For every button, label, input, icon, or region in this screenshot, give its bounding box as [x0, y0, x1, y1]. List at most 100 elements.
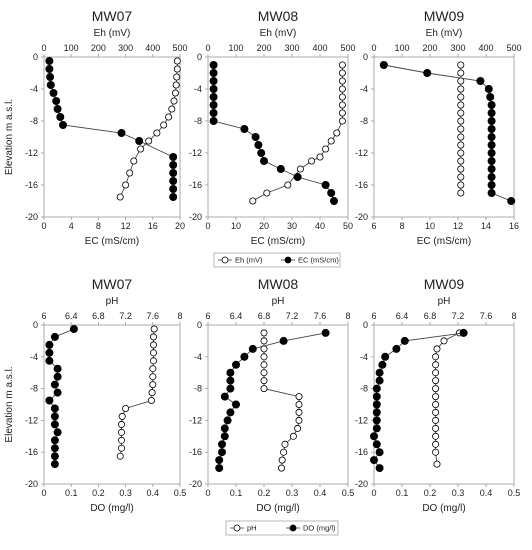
- legend-marker-filled: [289, 524, 297, 532]
- top-axis-tick-label: 6.8: [258, 311, 271, 321]
- top-axis-tick-label: 200: [256, 43, 271, 53]
- plot-frame: [207, 324, 349, 485]
- top-axis-tick-label: 400: [145, 43, 160, 53]
- data-point-open: [457, 181, 465, 189]
- data-point-open: [165, 113, 173, 121]
- data-point-filled: [507, 196, 516, 205]
- data-point-filled: [45, 348, 54, 357]
- y-axis-tick-label: -16: [189, 447, 202, 457]
- data-point-filled: [169, 192, 178, 201]
- y-axis-tick-label: -16: [25, 447, 38, 457]
- top-axis-tick-label: 100: [228, 43, 243, 53]
- top-axis-tick-label: 0: [205, 43, 210, 53]
- data-point-filled: [53, 428, 62, 437]
- data-point-open: [260, 385, 268, 393]
- data-point-filled: [231, 360, 240, 369]
- data-point-filled: [59, 121, 68, 130]
- data-point-filled: [381, 352, 390, 361]
- data-point-open: [457, 141, 465, 149]
- data-point-open: [457, 165, 465, 173]
- data-point-open: [433, 460, 441, 468]
- top-axis-tick-label: 7.2: [452, 311, 465, 321]
- data-point-filled: [423, 69, 432, 78]
- top-axis-tick-label: 300: [118, 43, 133, 53]
- top-axis-tick-label: 200: [422, 43, 437, 53]
- data-point-filled: [487, 188, 496, 197]
- y-axis-tick-label: -16: [355, 447, 368, 457]
- y-axis-tick-label: -8: [360, 116, 368, 126]
- bottom-axis-tick-label: 30: [287, 221, 297, 231]
- y-axis-tick-label: -12: [189, 148, 202, 158]
- data-point-open: [327, 137, 335, 145]
- data-point-filled: [135, 136, 144, 145]
- data-point-filled: [226, 376, 235, 385]
- bottom-axis-tick-label: 12: [453, 221, 463, 231]
- series-line-filled: [218, 332, 326, 469]
- data-point-filled: [53, 372, 62, 381]
- top-axis-tick-label: 6.4: [65, 311, 78, 321]
- bottom-axis-tick-label: 0.2: [424, 488, 437, 498]
- top-axis-tick-label: 200: [91, 43, 106, 53]
- legend-2: pH DO (mg/l): [225, 520, 339, 536]
- data-point-open: [338, 69, 346, 77]
- bottom-axis-tick-label: 4: [69, 221, 74, 231]
- bottom-axis-tick-label: 50: [343, 221, 353, 231]
- y-axis-tick-label: 0: [33, 52, 38, 62]
- data-point-open: [294, 424, 302, 432]
- top-axis-label: Eh (mV): [94, 28, 131, 39]
- data-point-filled: [49, 89, 58, 98]
- legend-label: Eh (mV): [235, 256, 263, 265]
- data-point-filled: [329, 196, 338, 205]
- series-line-open: [435, 332, 460, 465]
- data-point-open: [295, 408, 303, 416]
- data-point-filled: [487, 148, 496, 157]
- y-axis-tick-label: 0: [363, 320, 368, 330]
- data-point-open: [295, 393, 303, 401]
- y-axis-tick-label: -16: [189, 180, 202, 190]
- top-axis-tick-label: 8: [177, 311, 182, 321]
- data-point-open: [172, 81, 180, 89]
- y-axis-tick-label: -20: [355, 479, 368, 489]
- data-point-filled: [46, 73, 55, 82]
- bottom-axis-tick-label: 20: [259, 221, 269, 231]
- y-axis-tick-label: -8: [194, 384, 202, 394]
- plot-frame: [43, 324, 181, 485]
- y-axis-tick-label: -20: [189, 479, 202, 489]
- top-axis-tick-label: 400: [312, 43, 327, 53]
- data-point-open: [432, 408, 440, 416]
- data-point-open: [338, 93, 346, 101]
- y-axis-tick-label: 0: [197, 52, 202, 62]
- top-axis-tick-label: 7.6: [314, 311, 327, 321]
- data-point-filled: [487, 172, 496, 181]
- data-point-open: [260, 353, 268, 361]
- data-point-filled: [169, 184, 178, 193]
- data-point-open: [432, 353, 440, 361]
- data-point-filled: [372, 424, 381, 433]
- bottom-axis-label: EC (mS/cm): [417, 236, 471, 247]
- data-point-open: [432, 361, 440, 369]
- top-axis-tick-label: 8: [511, 311, 516, 321]
- data-point-filled: [486, 93, 495, 102]
- panel-title: MW07: [92, 276, 133, 292]
- data-point-filled: [400, 336, 409, 345]
- data-point-open: [249, 197, 257, 205]
- y-axis-tick-label: -20: [25, 212, 38, 222]
- y-axis-tick-label: -4: [30, 352, 38, 362]
- bottom-axis-tick-label: 10: [231, 221, 241, 231]
- data-point-filled: [254, 140, 263, 149]
- y-axis-label: Elevation m a.s.l.: [4, 366, 15, 442]
- data-point-filled: [56, 113, 65, 122]
- data-point-filled: [53, 388, 62, 397]
- data-point-filled: [53, 364, 62, 373]
- top-axis-label: Eh (mV): [426, 28, 463, 39]
- data-point-open: [457, 101, 465, 109]
- y-axis-tick-label: -12: [25, 148, 38, 158]
- chart-panel-4: MW07 pH 6 6.4 6.8 7.2 7.6 8 DO (mg/l) 0 0.1 0.2 0.3 0…: [4, 276, 186, 514]
- data-point-open: [338, 85, 346, 93]
- data-point-open: [260, 337, 268, 345]
- data-point-open: [116, 193, 124, 201]
- y-axis-label: Elevation m a.s.l.: [4, 99, 15, 175]
- data-point-filled: [226, 368, 235, 377]
- data-point-filled: [372, 440, 381, 449]
- data-point-filled: [50, 380, 59, 389]
